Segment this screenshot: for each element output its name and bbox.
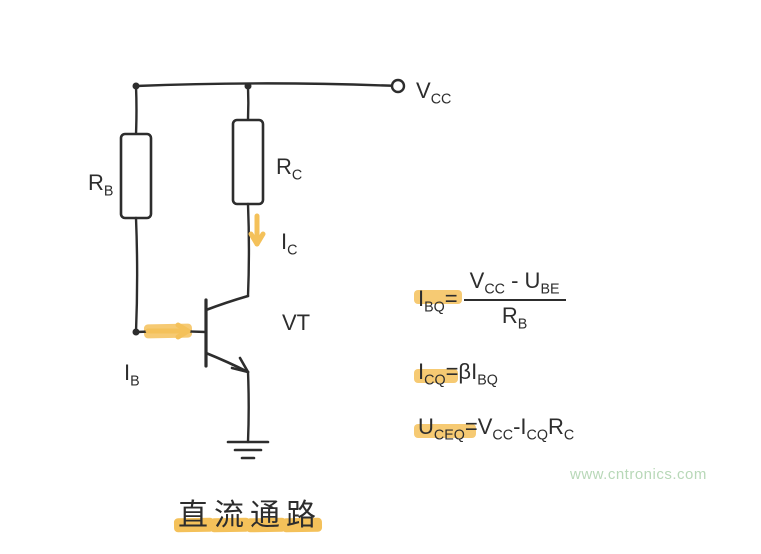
label-rc: RC <box>276 156 302 183</box>
label-vcc: VCC <box>416 80 451 107</box>
diagram-title: 直流通路 <box>176 490 320 534</box>
watermark: www.cntronics.com <box>570 466 707 483</box>
label-ic: IC <box>281 231 297 258</box>
label-ib: IB <box>124 362 140 389</box>
label-vt: VT <box>282 312 310 334</box>
label-rb: RB <box>88 172 113 199</box>
equations-block: IBQ=VCC - UBERBICQ=βIBQUCEQ=VCC-ICQRC <box>418 268 574 470</box>
